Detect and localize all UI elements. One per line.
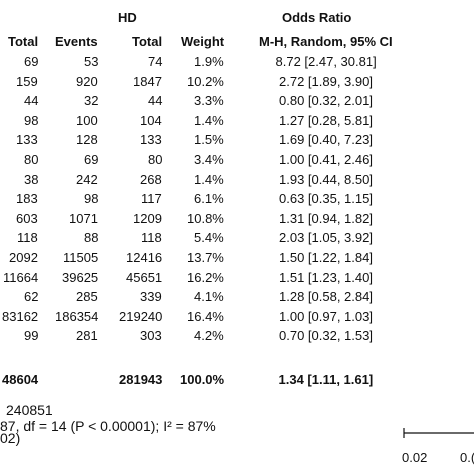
cell: 1.00 [0.97, 1.03] xyxy=(279,308,373,324)
cell: 38 xyxy=(24,171,39,187)
cell: 16.2% xyxy=(187,269,224,285)
cell: 219240 xyxy=(119,308,163,324)
cell: 1.5% xyxy=(194,132,224,148)
cell: 5.4% xyxy=(194,230,224,246)
cell: 16.4% xyxy=(187,308,224,324)
cell: 1.27 [0.28, 5.81] xyxy=(279,112,373,128)
cell: 1.9% xyxy=(194,54,224,69)
cell: 159 xyxy=(16,73,38,89)
footer-heterogeneity: 87, df = 14 (P < 0.00001); I² = 87% xyxy=(0,418,216,434)
cell: 4.2% xyxy=(194,328,224,344)
cell: 1.69 [0.40, 7.23] xyxy=(279,132,373,148)
cell: 603 xyxy=(16,210,38,226)
cell: 11664 xyxy=(3,269,39,285)
total-cell: 100.0% xyxy=(180,372,225,387)
cell: 98 xyxy=(24,112,39,128)
footer-overall: 02) xyxy=(0,430,21,446)
cell: 186354 xyxy=(55,308,99,324)
column-header: Total xyxy=(132,34,163,49)
cell: 100 xyxy=(76,112,98,128)
cell: 117 xyxy=(141,191,162,207)
cell: 1.4% xyxy=(194,171,224,187)
cell: 99 xyxy=(24,328,39,344)
cell: 1.31 [0.94, 1.82] xyxy=(279,210,373,226)
cell: 281 xyxy=(76,328,98,344)
cell: 303 xyxy=(140,328,162,344)
cell: 88 xyxy=(84,230,99,246)
footer-events: 240851 xyxy=(6,402,53,418)
cell: 1.50 [1.22, 1.84] xyxy=(279,250,373,265)
cell: 0.70 [0.32, 1.53] xyxy=(279,328,373,344)
cell: 242 xyxy=(76,171,98,187)
cell: 1071 xyxy=(69,210,98,226)
cell: 0.80 [0.32, 2.01] xyxy=(279,93,373,109)
cell: 4.1% xyxy=(194,289,224,305)
cell: 104 xyxy=(140,112,162,128)
cell: 1.00 [0.41, 2.46] xyxy=(279,152,373,167)
total-cell: 48604 xyxy=(2,372,39,387)
cell: 133 xyxy=(140,132,162,148)
cell: 80 xyxy=(24,152,39,167)
cell: 2092 xyxy=(9,250,38,265)
axis-label: 0.( xyxy=(460,450,474,465)
cell: 920 xyxy=(76,73,98,89)
cell: 98 xyxy=(84,191,99,207)
cell: 83162 xyxy=(2,308,39,324)
cell: 11505 xyxy=(63,250,99,265)
cell: 1847 xyxy=(133,73,162,89)
cell: 53 xyxy=(84,54,99,69)
column-header: Total xyxy=(8,34,39,49)
cell: 62 xyxy=(24,289,39,305)
cell: 3.3% xyxy=(194,93,224,109)
cell: 32 xyxy=(84,93,99,109)
cell: 268 xyxy=(140,171,162,187)
cell: 285 xyxy=(76,289,98,305)
cell: 133 xyxy=(16,132,38,148)
cell: 6.1% xyxy=(194,191,224,207)
cell: 80 xyxy=(148,152,163,167)
cell: 74 xyxy=(148,54,163,69)
cell: 45651 xyxy=(126,269,163,285)
cell: 1209 xyxy=(133,210,162,226)
total-cell: 1.34 [1.11, 1.61] xyxy=(278,372,374,387)
effect-header: Odds Ratio xyxy=(282,10,352,25)
column-header: Weight xyxy=(181,34,225,49)
cell: 0.63 [0.35, 1.15] xyxy=(279,191,373,207)
cell: 1.51 [1.23, 1.40] xyxy=(279,269,373,285)
cell: 69 xyxy=(24,54,39,69)
cell: 44 xyxy=(148,93,163,109)
cell: 1.28 [0.58, 2.84] xyxy=(279,289,373,305)
cell: 10.2% xyxy=(187,73,224,89)
cell: 39625 xyxy=(62,269,99,285)
cell: 339 xyxy=(140,289,162,305)
group-header: HD xyxy=(118,10,137,25)
cell: 69 xyxy=(84,152,99,167)
cell: 118 xyxy=(17,230,38,246)
cell: 118 xyxy=(141,230,162,246)
cell: 1.93 [0.44, 8.50] xyxy=(279,171,373,187)
column-header: Events xyxy=(55,34,98,49)
cell: 10.8% xyxy=(187,210,224,226)
cell: 12416 xyxy=(126,250,163,265)
cell: 183 xyxy=(16,191,38,207)
cell: 2.03 [1.05, 3.92] xyxy=(279,230,373,246)
cell: 3.4% xyxy=(194,152,224,167)
cell: 44 xyxy=(24,93,39,109)
cell: 1.4% xyxy=(194,112,224,128)
cell: 13.7% xyxy=(187,250,224,265)
column-header: M-H, Random, 95% CI xyxy=(259,34,393,49)
axis-label: 0.02 xyxy=(402,450,428,465)
cell: 8.72 [2.47, 30.81] xyxy=(275,54,377,69)
cell: 128 xyxy=(76,132,98,148)
total-cell: 281943 xyxy=(119,372,163,387)
cell: 2.72 [1.89, 3.90] xyxy=(279,73,373,89)
